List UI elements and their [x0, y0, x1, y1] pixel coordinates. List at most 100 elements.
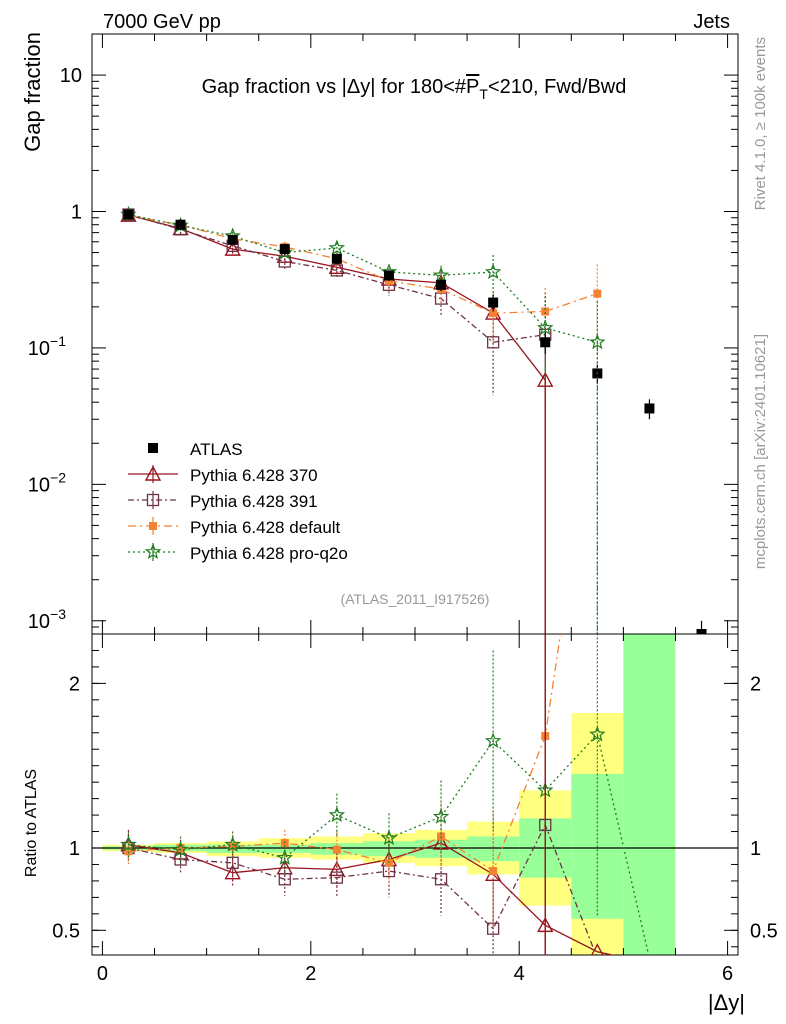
mcplots-credit-label: mcplots.cern.ch [arXiv:2401.10621]	[752, 334, 769, 569]
ratio-y-tick-label-right-1: 1	[750, 838, 761, 860]
series-pythia-6-428-370	[120, 206, 554, 634]
data-point-pythia-6-428-pro-q2o-7	[484, 263, 502, 280]
ratio-point-pythia-6-428-pro-q2o-0	[120, 836, 137, 852]
main-axis-ticks: 10 1 10−1 10−2 10−3	[28, 34, 738, 634]
main-plot-frame	[91, 33, 739, 635]
ratio-point-pythia-6-428-pro-q2o-1	[172, 840, 189, 857]
band-inner-3	[258, 844, 311, 853]
title-subscript: T	[479, 86, 488, 102]
main-y-tick-label-3: 10−2	[28, 469, 66, 496]
ratio-y-tick-label-left-2: 2	[69, 673, 80, 695]
main-y-tick-label-1: 1	[71, 201, 82, 223]
legend-entry-atlas: ATLAS	[148, 440, 243, 459]
ratio-point-pythia-6-428-370-2	[224, 864, 241, 880]
ratio-panel: 0.5 0.5 1 1 2 2 0 2 4 6	[52, 633, 778, 985]
header-energy-label: 7000 GeV pp	[103, 11, 221, 33]
data-point-atlas-4	[331, 253, 342, 264]
legend-label: Pythia 6.428 pro-q2o	[190, 544, 348, 563]
data-point-pythia-6-428-pro-q2o-4	[328, 239, 346, 256]
legend-entry-pythia-6-428-370: Pythia 6.428 370	[128, 465, 318, 485]
data-point-atlas-8	[540, 337, 551, 348]
ratio-y-axis-label: Ratio to ATLAS	[23, 769, 40, 877]
main-y-axis-label: Gap fraction	[20, 32, 45, 152]
series-pythia-6-428-default	[124, 211, 602, 355]
x-tick-label-0: 0	[97, 963, 108, 985]
main-series-marks	[120, 205, 707, 634]
series-atlas	[123, 209, 707, 634]
legend-entry-pythia-6-428-default: Pythia 6.428 default	[128, 517, 341, 537]
data-point-pythia-6-428-default-7	[489, 309, 498, 318]
data-point-atlas-10	[644, 403, 655, 414]
header-category-label: Jets	[693, 11, 730, 33]
ratio-y-tick-label-right-2: 2	[750, 673, 761, 695]
main-y-tick-label-0: 10	[60, 65, 82, 87]
data-point-atlas-6	[436, 279, 447, 290]
ratio-point-pythia-6-428-default-7	[489, 867, 498, 876]
x-tick-label-1: 2	[305, 963, 316, 985]
legend-label: Pythia 6.428 391	[190, 492, 318, 511]
legend-marker	[149, 522, 157, 530]
legend-label: Pythia 6.428 370	[190, 466, 318, 485]
data-point-pythia-6-428-default-8	[541, 307, 550, 316]
ratio-series-line	[128, 634, 562, 873]
ratio-point-pythia-6-428-pro-q2o-2	[224, 836, 241, 852]
ratio-y-tick-label-left-0: 0.5	[52, 920, 80, 942]
legend-marker	[148, 443, 158, 453]
data-point-pythia-6-428-391-7	[486, 336, 500, 349]
data-point-atlas-0	[123, 209, 134, 220]
data-point-pythia-6-428-391-6	[434, 292, 448, 305]
x-axis-label: |Δy|	[708, 990, 745, 1015]
data-point-pythia-6-428-370-4	[328, 258, 346, 274]
data-point-atlas-2	[227, 234, 238, 245]
series-line	[128, 213, 546, 343]
ratio-point-pythia-6-428-pro-q2o-6	[432, 808, 450, 824]
data-point-atlas-5	[383, 270, 394, 281]
ratio-point-pythia-6-428-370-9	[591, 943, 604, 955]
title-symbol: P	[466, 76, 479, 98]
legend-marker	[146, 493, 160, 507]
legend: ATLAS Pythia 6.428 370 Pythia 6.428 391 Pyt…	[128, 440, 348, 563]
x-tick-label-2: 4	[514, 963, 525, 985]
series-pythia-6-428-391	[122, 208, 552, 634]
ratio-point-pythia-6-428-default-4	[332, 845, 341, 854]
ratio-point-pythia-6-428-default-1	[176, 844, 185, 852]
ratio-point-pythia-6-428-pro-q2o-7	[484, 732, 502, 749]
legend-entry-pythia-6-428-391: Pythia 6.428 391	[128, 491, 318, 511]
data-point-pythia-6-428-pro-q2o-6	[432, 266, 450, 283]
ratio-point-pythia-6-428-391-6	[434, 873, 448, 886]
ratio-series-marks	[120, 634, 650, 955]
series-line	[128, 213, 598, 343]
ratio-point-pythia-6-428-391-4	[330, 871, 344, 884]
ratio-point-pythia-6-428-default-2	[228, 842, 237, 851]
data-point-pythia-6-428-pro-q2o-8	[536, 319, 554, 336]
band-inner-7	[467, 836, 520, 862]
ratio-point-pythia-6-428-pro-q2o-5	[380, 829, 398, 846]
band-inner-10	[623, 634, 676, 955]
main-y-tick-label-4: 10−3	[28, 606, 66, 633]
title-prefix: Gap fraction vs |Δy| for 180<#	[202, 76, 467, 98]
data-point-pythia-6-428-pro-q2o-3	[276, 243, 293, 260]
legend-entry-pythia-6-428-pro-q2o: Pythia 6.428 pro-q2o	[128, 543, 348, 563]
analysis-watermark: (ATLAS_2011_I917526)	[341, 591, 490, 607]
title-suffix: <210, Fwd/Bwd	[488, 76, 626, 98]
legend-label: ATLAS	[190, 440, 243, 459]
ratio-uncertainty-bands	[102, 634, 676, 955]
ratio-y-tick-label-right-0: 0.5	[750, 920, 778, 942]
data-point-atlas-11	[696, 629, 707, 634]
data-point-pythia-6-428-pro-q2o-9	[589, 333, 606, 350]
ratio-point-pythia-6-428-default-6	[437, 832, 446, 841]
legend-marker	[144, 543, 162, 560]
main-panel: 10 1 10−1 10−2 10−3	[28, 33, 739, 635]
ratio-y-tick-label-left-1: 1	[69, 838, 80, 860]
rivet-version-label: Rivet 4.1.0, ≥ 100k events	[752, 37, 769, 210]
ratio-point-pythia-6-428-default-0	[124, 847, 133, 856]
main-y-tick-label-2: 10−1	[28, 333, 66, 360]
series-line	[128, 215, 598, 314]
legend-marker	[144, 465, 162, 481]
ratio-series-line	[128, 823, 597, 955]
chart-title: Gap fraction vs |Δy| for 180<#PT<210, Fw…	[202, 76, 627, 102]
ratio-point-pythia-6-428-pro-q2o-4	[328, 806, 346, 823]
data-point-pythia-6-428-default-9	[593, 289, 602, 298]
legend-label: Pythia 6.428 default	[190, 518, 341, 537]
